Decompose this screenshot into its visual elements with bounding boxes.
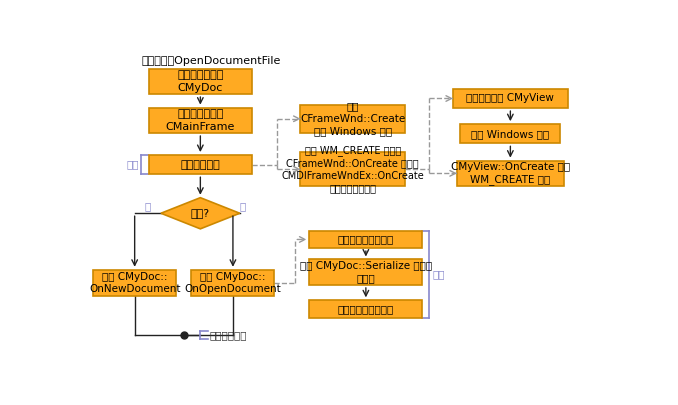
Text: 開啟檔案並建立封存: 開啟檔案並建立封存 <box>338 234 394 245</box>
Text: 關閉封存並關閉檔案: 關閉封存並關閉檔案 <box>338 304 394 314</box>
Text: 建構文件物件：
CMyDoc: 建構文件物件： CMyDoc <box>177 70 224 93</box>
FancyBboxPatch shape <box>456 160 564 186</box>
Text: 否: 否 <box>144 201 151 211</box>
FancyBboxPatch shape <box>149 108 252 133</box>
Text: 建立文件框架: 建立文件框架 <box>180 160 220 170</box>
Text: 文件範本：OpenDocumentFile: 文件範本：OpenDocumentFile <box>141 56 281 66</box>
FancyBboxPatch shape <box>149 155 252 174</box>
FancyBboxPatch shape <box>300 105 405 133</box>
Text: 呼叫 CMyDoc::Serialize 以讀取
文件檔: 呼叫 CMyDoc::Serialize 以讀取 文件檔 <box>300 261 432 283</box>
FancyBboxPatch shape <box>300 152 405 186</box>
FancyBboxPatch shape <box>453 89 568 108</box>
FancyBboxPatch shape <box>460 124 560 143</box>
Polygon shape <box>161 198 240 229</box>
Text: 是: 是 <box>239 201 245 211</box>
Text: 建立 Windows 視窗: 建立 Windows 視窗 <box>471 129 549 139</box>
Text: 開啟?: 開啟? <box>191 208 210 218</box>
Text: 呼叫 CMyDoc::
OnNewDocument: 呼叫 CMyDoc:: OnNewDocument <box>89 272 180 294</box>
Text: 呼叫 CMyDoc::
OnOpenDocument: 呼叫 CMyDoc:: OnOpenDocument <box>184 272 281 294</box>
FancyBboxPatch shape <box>149 68 252 94</box>
Text: 文件: 文件 <box>433 269 445 279</box>
Text: 建構視窗物件：
CMainFrame: 建構視窗物件： CMainFrame <box>165 109 235 132</box>
Text: 使用
CFrameWnd::Create
建立 Windows 視窗: 使用 CFrameWnd::Create 建立 Windows 視窗 <box>300 101 405 136</box>
Text: CMyView::OnCreate 處理
WM_CREATE 訊息: CMyView::OnCreate 處理 WM_CREATE 訊息 <box>451 162 570 185</box>
FancyBboxPatch shape <box>309 260 422 285</box>
Text: 處理 WM_CREATE 訊息。
CFrameWnd::OnCreate 會呼叫
CMDIFrameWndEx::OnCreate
以建立用戶端區域: 處理 WM_CREATE 訊息。 CFrameWnd::OnCreate 會呼叫… <box>281 145 424 193</box>
Text: 建構檢視物件 CMyView: 建構檢視物件 CMyView <box>466 94 555 104</box>
FancyBboxPatch shape <box>191 270 275 296</box>
FancyBboxPatch shape <box>309 301 422 318</box>
FancyBboxPatch shape <box>309 231 422 248</box>
Text: 框架: 框架 <box>126 160 138 170</box>
Text: 文件可供使用: 文件可供使用 <box>210 330 247 340</box>
FancyBboxPatch shape <box>93 270 176 296</box>
